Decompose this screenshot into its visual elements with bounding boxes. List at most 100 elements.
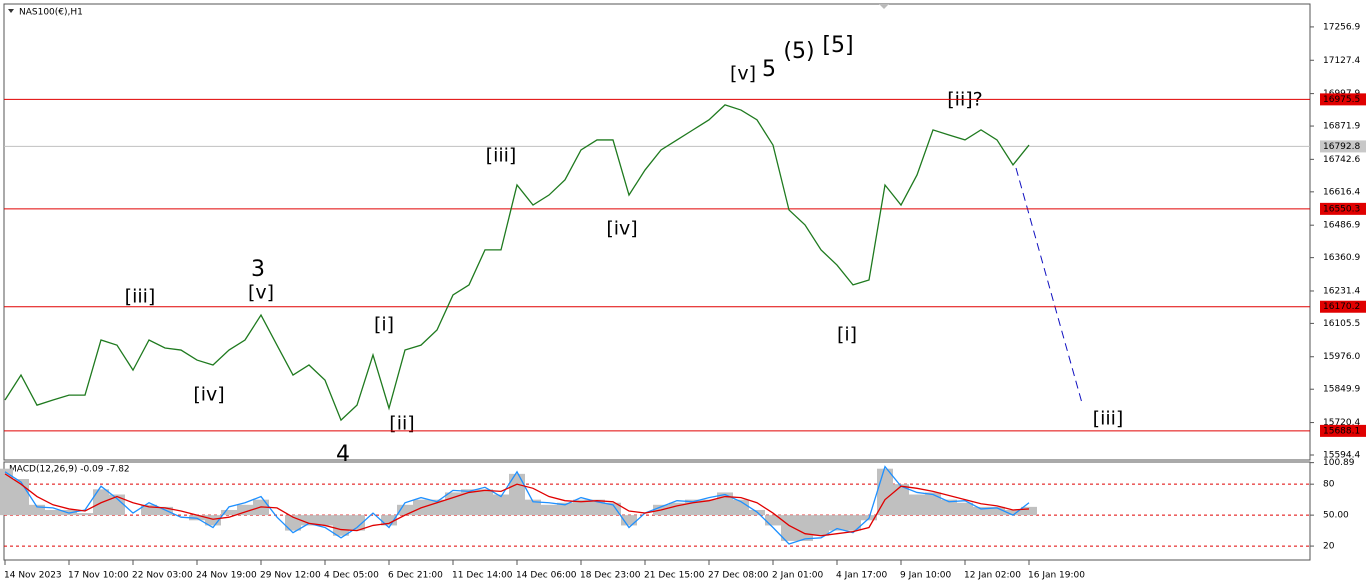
histogram-bar	[45, 509, 61, 516]
histogram-bar	[205, 515, 221, 526]
histogram-bar	[909, 494, 925, 516]
y-tick-label: 17127.4	[1323, 56, 1360, 66]
wave-label: [v]	[730, 63, 756, 85]
chart-title: NAS100(€),H1	[19, 8, 83, 18]
histogram-bar	[765, 515, 781, 526]
x-tick-label: 6 Dec 21:00	[388, 571, 443, 581]
histogram-bar	[397, 504, 413, 516]
x-tick-label: 29 Nov 12:00	[260, 571, 321, 581]
histogram-bar	[541, 504, 557, 516]
y-tick-label: 16360.9	[1323, 253, 1360, 263]
x-tick-label: 9 Jan 10:00	[900, 571, 952, 581]
histogram-bar	[381, 515, 397, 526]
x-tick-label: 16 Jan 19:00	[1028, 571, 1085, 581]
level-box	[1320, 202, 1366, 215]
projection-line	[1015, 167, 1083, 404]
x-tick-label: 24 Nov 19:00	[196, 571, 257, 581]
wave-label: [iii]	[1093, 408, 1124, 430]
level-box	[1320, 93, 1366, 106]
histogram-bar	[0, 468, 13, 516]
level-box	[1320, 424, 1366, 437]
histogram-bar	[557, 502, 573, 516]
level-box	[1320, 300, 1366, 313]
y-tick-label: 16105.5	[1323, 319, 1360, 329]
y-tick-label: 15976.0	[1323, 352, 1360, 362]
wave-label: [iv]	[193, 384, 224, 406]
wave-label: 4	[336, 442, 350, 467]
histogram-bar	[301, 515, 317, 526]
histogram-bar	[845, 515, 861, 531]
histogram-bar	[29, 504, 45, 516]
wave-label: [iii]	[486, 145, 517, 167]
wave-label: [iv]	[606, 218, 637, 240]
histogram-bar	[525, 499, 541, 516]
main-pane	[3, 3, 1311, 461]
histogram-bar	[221, 509, 237, 516]
histogram-bar	[893, 484, 909, 516]
histogram-bar	[733, 499, 749, 516]
y-tick-label: 20	[1323, 542, 1335, 552]
wave-label: [v]	[248, 282, 274, 304]
histogram-bar	[349, 515, 365, 531]
y-tick-label: 16231.4	[1323, 286, 1360, 296]
level-label: 16170.2	[1323, 302, 1360, 312]
current-price-box	[1320, 140, 1366, 153]
x-tick-label: 18 Dec 23:00	[580, 571, 641, 581]
current-price-label: 16792.8	[1323, 142, 1360, 152]
histogram-bar	[797, 515, 813, 541]
histogram-bar	[317, 515, 333, 526]
y-tick-label: 16742.6	[1323, 155, 1360, 165]
histogram-bar	[1021, 506, 1037, 516]
histogram-bar	[621, 515, 637, 526]
wave-label: (5)	[783, 39, 814, 64]
histogram-bar	[77, 513, 93, 516]
histogram-bar	[461, 489, 477, 516]
histogram-bar	[157, 506, 173, 516]
x-tick-label: 2 Jan 01:00	[772, 571, 824, 581]
histogram-bar	[237, 504, 253, 516]
histogram-bar	[573, 499, 589, 516]
wave-label: [iii]	[125, 286, 156, 308]
wave-label: [ii]	[389, 413, 414, 435]
y-tick-label: 17256.9	[1323, 22, 1360, 32]
wave-label: 3	[251, 257, 265, 282]
y-tick-label: 50.00	[1323, 511, 1349, 521]
menu-arrow[interactable]	[8, 9, 14, 13]
series-line	[4, 104, 1030, 422]
y-tick-label: 100.89	[1323, 458, 1355, 468]
shift-marker	[879, 4, 889, 9]
y-tick-label: 15849.9	[1323, 385, 1360, 395]
x-tick-label: 11 Dec 14:00	[452, 571, 513, 581]
x-tick-label: 27 Dec 08:00	[708, 571, 769, 581]
x-tick-label: 17 Nov 10:00	[68, 571, 129, 581]
wave-label: [i]	[374, 314, 394, 336]
x-tick-label: 12 Jan 02:00	[964, 571, 1021, 581]
y-tick-label: 80	[1323, 480, 1335, 490]
histogram-bar	[813, 515, 829, 536]
series-line	[4, 465, 1030, 545]
macd-title: MACD(12,26,9) -0.09 -7.82	[9, 465, 130, 475]
histogram-bar	[973, 506, 989, 516]
histogram-bar	[829, 515, 845, 531]
x-tick-label: 14 Nov 2023	[4, 571, 62, 581]
histogram-bar	[493, 494, 509, 516]
histogram-bar	[605, 502, 621, 516]
y-tick-label: 16871.9	[1323, 122, 1360, 132]
wave-label: [i]	[837, 324, 857, 346]
y-tick-label: 15720.4	[1323, 418, 1360, 428]
histogram-bar	[989, 506, 1005, 516]
annotations: [iii] 3 [v] [iv] 4 [i] [ii] [iii] [iv] […	[125, 33, 1124, 467]
histogram-bar	[669, 502, 685, 516]
histogram-bar	[589, 499, 605, 516]
x-tick-label: 22 Nov 03:00	[132, 571, 193, 581]
series-line	[4, 473, 1030, 537]
histogram-bar	[333, 515, 349, 536]
level-label: 16975.5	[1323, 95, 1360, 105]
wave-label: 5	[762, 57, 776, 82]
y-tick-label: 15594.4	[1323, 451, 1360, 461]
x-tick-label: 4 Jan 17:00	[836, 571, 888, 581]
x-tick-label: 4 Dec 05:00	[324, 571, 379, 581]
histogram-bar	[1005, 509, 1021, 516]
x-tick-label: 14 Dec 06:00	[516, 571, 577, 581]
histogram-bar	[445, 492, 461, 516]
